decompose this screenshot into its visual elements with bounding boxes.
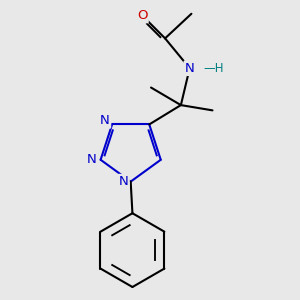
- Text: N: N: [185, 62, 194, 75]
- Text: N: N: [119, 175, 128, 188]
- Text: —H: —H: [203, 62, 224, 75]
- Text: O: O: [137, 9, 148, 22]
- Text: N: N: [100, 114, 110, 128]
- Text: N: N: [87, 153, 97, 166]
